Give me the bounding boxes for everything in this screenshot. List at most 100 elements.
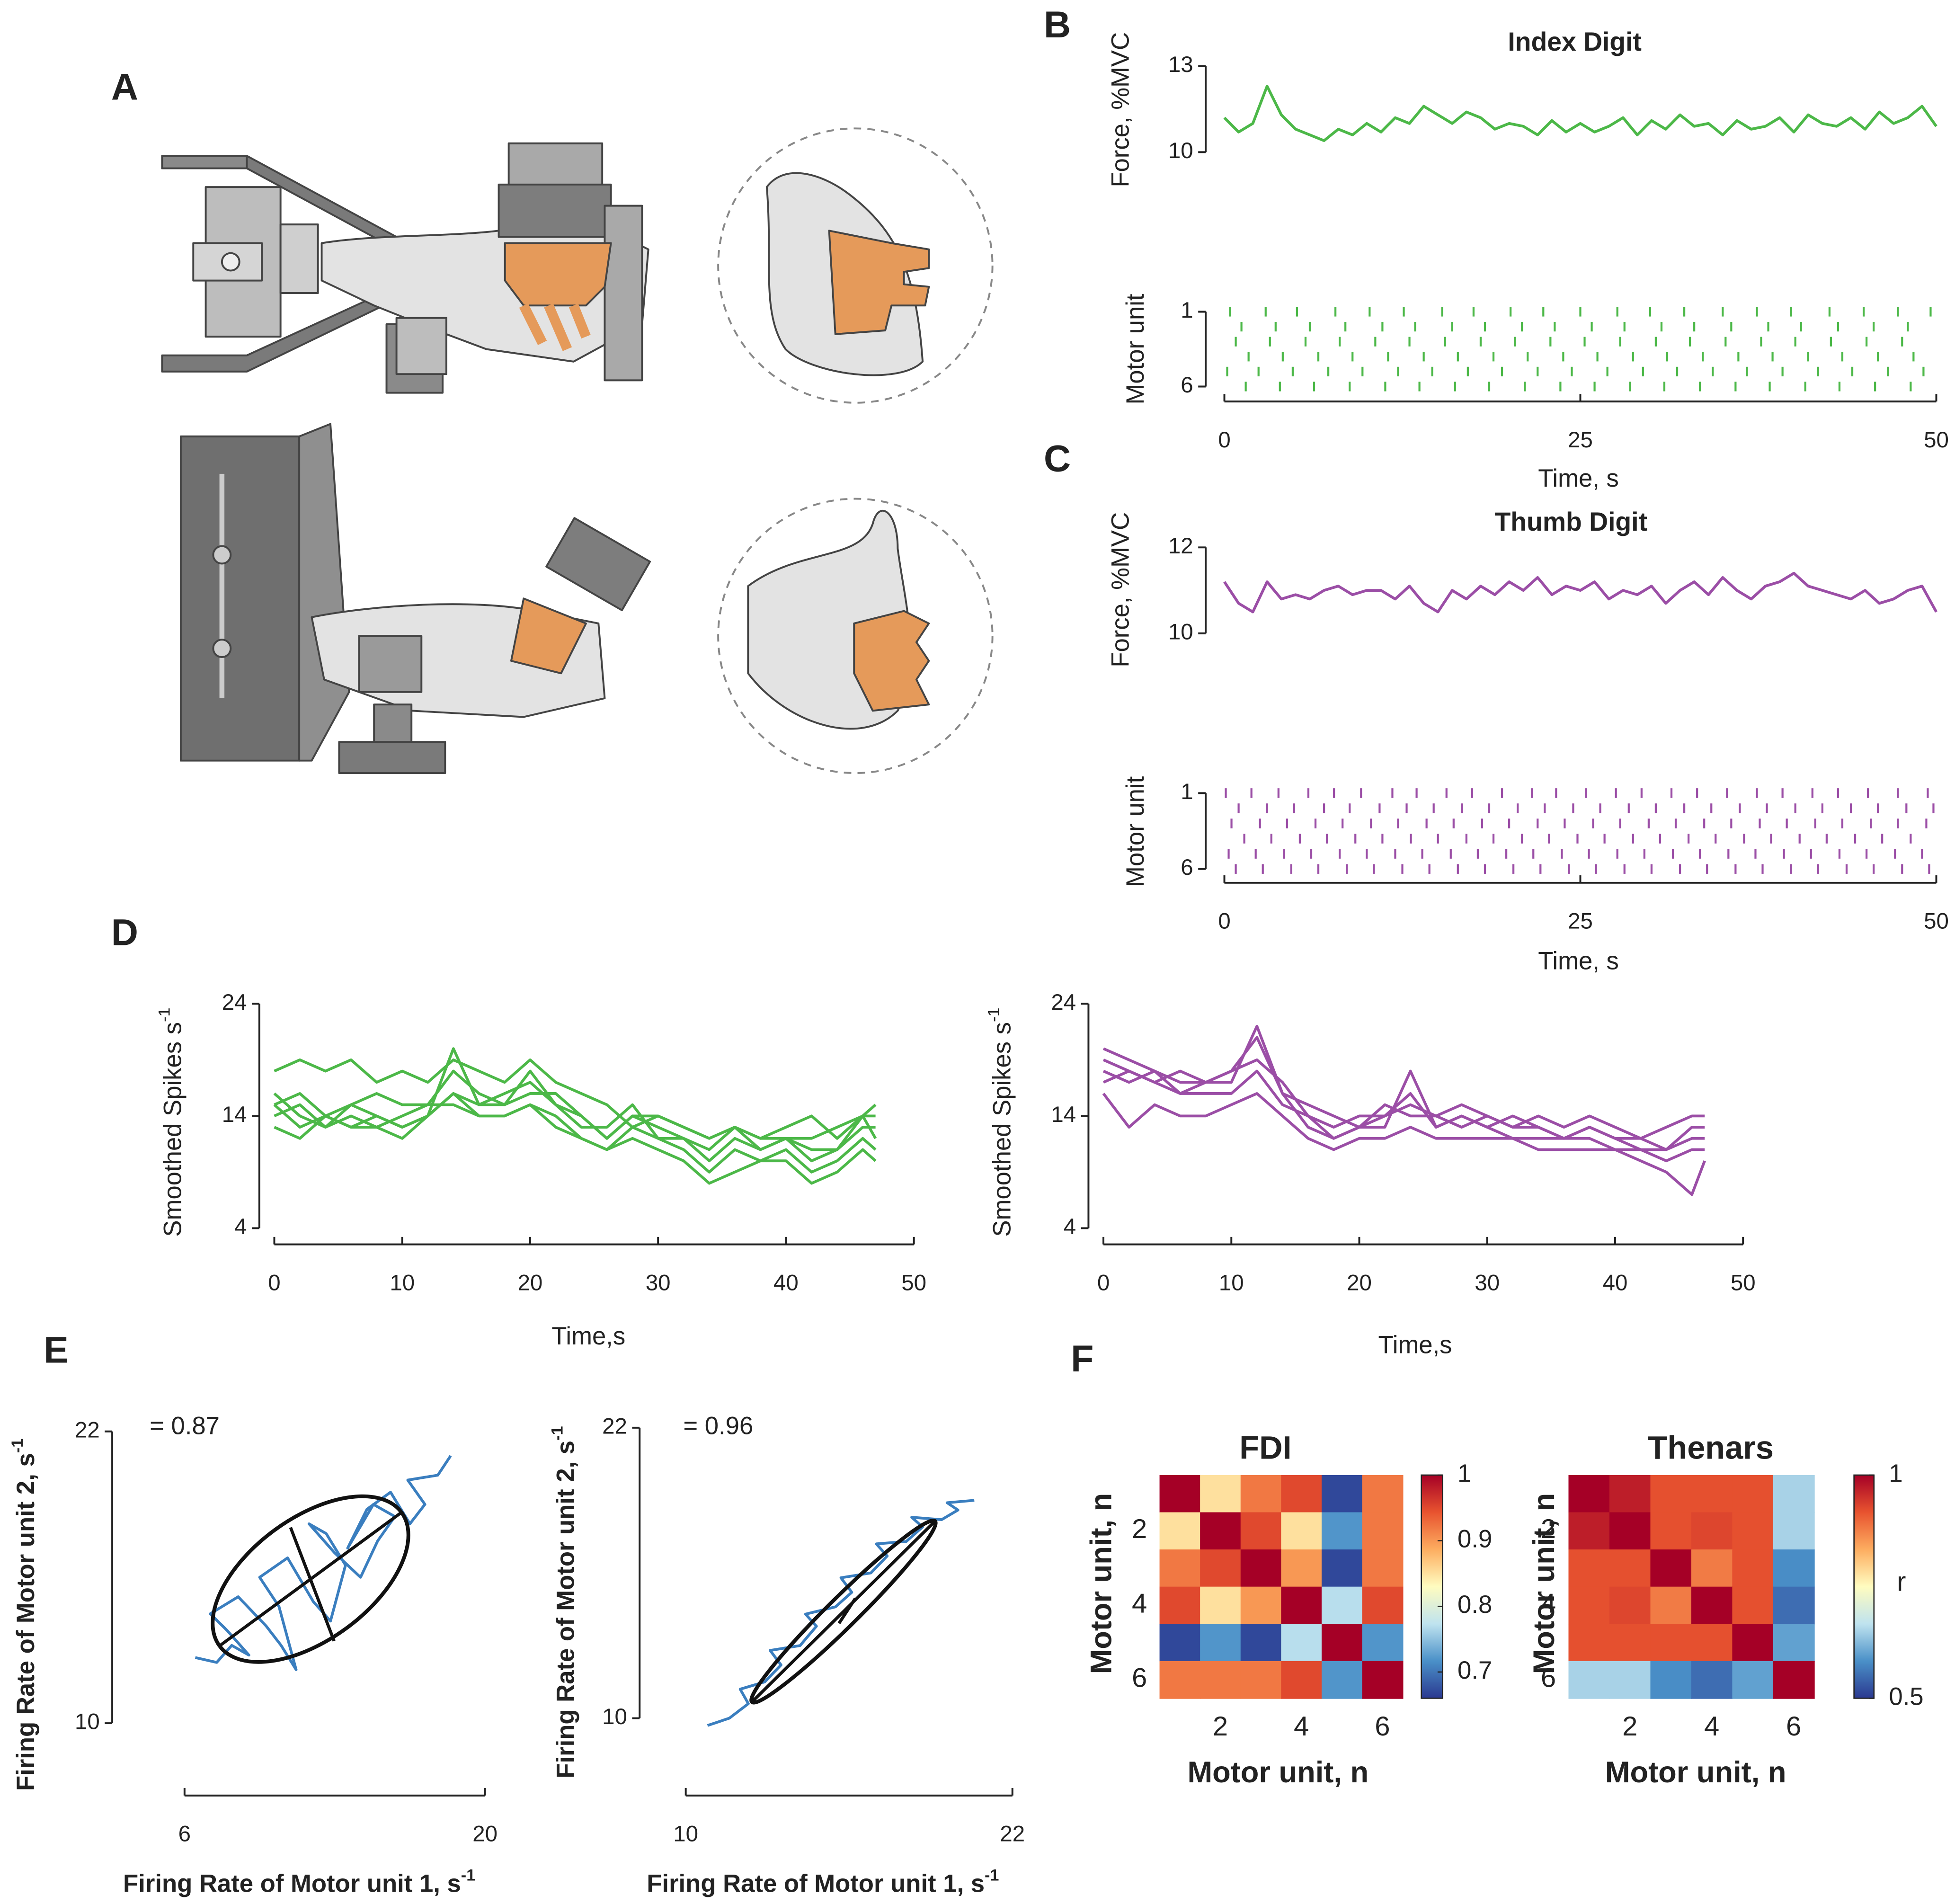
heatmap-cell: [1609, 1586, 1651, 1625]
y-axis-label: Smoothed Spikes s-1: [985, 1007, 1016, 1237]
x-axis-label: Firing Rate of Motor unit 1, s-1: [123, 1867, 475, 1898]
x-axis-label: Time, s: [1538, 947, 1619, 975]
x-tick-label: 0: [268, 1270, 280, 1295]
heatmap-cell: [1732, 1624, 1774, 1662]
electrode: [828, 230, 930, 335]
heatmap-cell: [1200, 1512, 1242, 1550]
heatmap-cell: [1281, 1661, 1323, 1699]
finger-strap: [395, 317, 447, 375]
heatmap-cell: [1609, 1475, 1651, 1513]
heatmap-cell: [1609, 1512, 1651, 1550]
heatmap-cell: [1362, 1586, 1404, 1625]
heatmap-cell: [1281, 1512, 1323, 1550]
panel-label: A: [111, 66, 138, 108]
heatmap-cell: [1281, 1475, 1323, 1513]
heatmap-cell: [1200, 1586, 1242, 1625]
heatmap-cell: [1773, 1475, 1815, 1513]
heatmap-cell: [1773, 1512, 1815, 1550]
slider-knob: [212, 545, 232, 565]
heatmap-cell: [1281, 1586, 1323, 1625]
heatmap-cell: [1200, 1661, 1242, 1699]
x-tick-label: 10: [1219, 1270, 1244, 1295]
y-tick-label: 6: [1132, 1663, 1147, 1693]
heatmap-cell: [1321, 1475, 1363, 1513]
heatmap-cell: [1773, 1661, 1815, 1699]
x-axis-label-text: Firing Rate of Motor unit 1, s: [647, 1869, 985, 1897]
heatmap-cell: [1568, 1586, 1610, 1625]
heatmap-cell: [1732, 1549, 1774, 1587]
device-part: [279, 223, 319, 294]
panel-label: C: [1044, 437, 1071, 479]
panel-label: D: [111, 911, 138, 953]
heatmap-cell: [1650, 1661, 1692, 1699]
x-axis-label-superscript: -1: [985, 1867, 999, 1885]
heatmap-cell: [1362, 1661, 1404, 1699]
y-tick-label: 10: [75, 1709, 100, 1735]
x-tick-label: 10: [390, 1270, 415, 1295]
x-tick-label: 10: [673, 1822, 698, 1847]
heatmap-cell: [1159, 1661, 1201, 1699]
confidence-ellipse: [211, 1494, 410, 1664]
line-series: [1102, 1058, 1705, 1151]
x-tick-label: 20: [518, 1270, 543, 1295]
heatmap-cell: [1321, 1549, 1363, 1587]
heatmap-cell: [1362, 1549, 1404, 1587]
x-tick-label: 0: [1097, 1270, 1110, 1295]
x-tick-label: 20: [472, 1822, 498, 1847]
x-tick-label: 6: [1375, 1711, 1390, 1742]
heatmap-cell: [1773, 1586, 1815, 1625]
x-tick-label: 50: [1731, 1270, 1756, 1295]
heatmap-cell: [1321, 1512, 1363, 1550]
colorbar-tick-label: 0.8: [1457, 1591, 1492, 1619]
x-tick-label: 30: [1475, 1270, 1500, 1295]
trajectory: [707, 1499, 975, 1727]
x-tick-label: 40: [773, 1270, 799, 1295]
x-tick-label: 4: [1704, 1711, 1719, 1742]
heatmap-cell: [1732, 1586, 1774, 1625]
electrode: [510, 597, 587, 675]
y-tick-label: 4: [1132, 1588, 1147, 1619]
y-tick-label: 22: [75, 1417, 100, 1442]
colorbar-tick-label: 0.9: [1457, 1525, 1492, 1553]
line-series: [1102, 1092, 1706, 1196]
heatmap-cell: [1159, 1475, 1201, 1513]
heatmap-cell: [1691, 1624, 1733, 1662]
annotation: = 0.96: [683, 1412, 753, 1440]
x-tick-label: 30: [646, 1270, 671, 1295]
heatmap-cell: [1691, 1549, 1733, 1587]
heatmap-cell: [1691, 1586, 1733, 1625]
heatmap-cell: [1650, 1512, 1692, 1550]
major-axis: [751, 1520, 936, 1703]
y-tick-label: 4: [1541, 1588, 1556, 1619]
y-axis-label-superscript: -1: [9, 1439, 27, 1453]
electrode-strip: [519, 303, 591, 351]
annotation: = 0.87: [150, 1412, 220, 1440]
heatmap-cell: [1281, 1549, 1323, 1587]
x-tick-label: 6: [1786, 1711, 1801, 1742]
y-axis-label: Firing Rate of Motor unit 2, s-1: [548, 1426, 579, 1778]
x-axis-label: Time,s: [1378, 1331, 1452, 1359]
heatmap-cell: [1568, 1624, 1610, 1662]
heatmap-cell: [1240, 1475, 1282, 1513]
x-tick-label: 25: [1568, 427, 1593, 453]
thumb-strap: [358, 635, 423, 693]
heatmap-cell: [1159, 1549, 1201, 1587]
y-tick-label: 24: [222, 990, 247, 1015]
heatmap-cell: [1321, 1624, 1363, 1662]
heatmap-cell: [1609, 1624, 1651, 1662]
line-series: [273, 1081, 877, 1151]
support: [604, 205, 643, 382]
illustration: [161, 127, 994, 774]
x-tick-label: 40: [1603, 1270, 1628, 1295]
panel-label: E: [44, 1329, 69, 1371]
heatmap-cell: [1568, 1549, 1610, 1587]
heatmap-cell: [1240, 1624, 1282, 1662]
heatmap-cell: [1240, 1512, 1282, 1550]
device-part: [161, 155, 248, 169]
y-axis-label: Motor unit: [1121, 294, 1149, 404]
heatmap-cell: [1321, 1661, 1363, 1699]
device-part: [221, 252, 240, 272]
x-axis-label-superscript: -1: [461, 1867, 475, 1885]
heatmap-cell: [1200, 1624, 1242, 1662]
